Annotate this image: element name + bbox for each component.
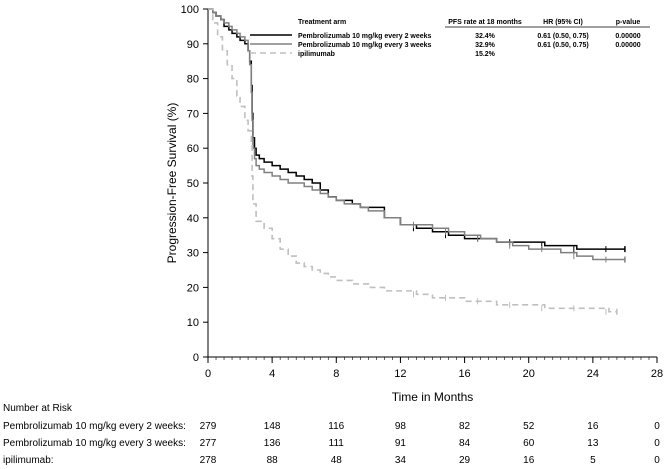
x-tick-label: 12: [394, 368, 406, 380]
risk-value: 116: [328, 421, 344, 432]
risk-value: 48: [331, 455, 343, 466]
y-axis-title: Progression-Free Survival (%): [165, 103, 179, 264]
risk-value: 13: [587, 438, 599, 449]
x-tick-label: 20: [523, 368, 535, 380]
legend-header-hr: HR (95% CI): [543, 19, 583, 26]
axes: 0 4 8 12 16 20 24 28 0 10 20 30 40 50 60 70 80 90 100 Time …: [165, 4, 663, 404]
series-lines: [208, 8, 626, 315]
risk-value: 136: [264, 438, 281, 449]
risk-value: 277: [200, 438, 217, 449]
legend-entry-hr: 0.61 (0.50, 0.75): [537, 33, 588, 40]
y-tick-label: 30: [187, 248, 199, 260]
legend-entry-p: 0.00000: [615, 42, 640, 49]
risk-value: 29: [459, 455, 471, 466]
series-line-1: [208, 8, 625, 250]
x-tick-label: 8: [333, 368, 339, 380]
risk-value: 52: [523, 421, 535, 432]
legend-entry-name: Pembrolizumab 10 mg/kg every 2 weeks: [298, 33, 432, 40]
y-tick-label: 100: [181, 4, 199, 16]
risk-value: 16: [523, 455, 535, 466]
x-tick-label: 28: [651, 368, 663, 380]
risk-value: 98: [395, 421, 407, 432]
risk-value: 91: [395, 438, 407, 449]
legend-entry-hr: 0.61 (0.50, 0.75): [537, 42, 588, 49]
legend-entry-pfs: 32.9%: [475, 42, 496, 49]
series-line-2: [208, 8, 625, 261]
y-tick-label: 0: [193, 352, 199, 364]
risk-value: 148: [264, 421, 281, 432]
y-tick-label: 80: [187, 74, 199, 86]
risk-value: 0: [654, 438, 660, 449]
risk-value: 111: [329, 438, 345, 449]
y-tick-label: 20: [187, 282, 199, 294]
risk-value: 60: [523, 438, 535, 449]
legend-header-pfs: PFS rate at 18 months: [448, 19, 522, 26]
legend-entry-name: Pembrolizumab 10 mg/kg every 3 weeks: [298, 42, 432, 49]
legend-entry-pfs: 15.2%: [475, 51, 496, 58]
risk-value: 16: [587, 421, 599, 432]
legend-entry-name: ipilimumab: [298, 51, 335, 58]
y-tick-label: 70: [187, 108, 199, 120]
risk-value: 279: [200, 421, 217, 432]
risk-value: 0: [654, 421, 660, 432]
risk-value: 278: [200, 455, 217, 466]
x-tick-label: 4: [269, 368, 275, 380]
risk-value: 84: [459, 438, 471, 449]
risk-title: Number at Risk: [3, 403, 73, 414]
y-tick-label: 10: [187, 317, 199, 329]
x-axis-title: Time in Months: [392, 390, 474, 404]
legend-entry-p: 0.00000: [615, 33, 640, 40]
legend-header-p: p-value: [616, 19, 641, 26]
risk-value: 34: [395, 455, 407, 466]
risk-value: 88: [267, 455, 279, 466]
x-tick-label: 24: [587, 368, 599, 380]
series-line-3: [208, 8, 617, 313]
legend-header-arm: Treatment arm: [298, 19, 346, 26]
x-tick-label: 16: [458, 368, 470, 380]
x-tick-label: 0: [205, 368, 211, 380]
y-tick-label: 50: [187, 178, 199, 190]
y-tick-label: 90: [187, 39, 199, 51]
risk-row-label: Pembrolizumab 10 mg/kg every 3 weeks:: [3, 438, 186, 449]
y-tick-label: 60: [187, 143, 199, 155]
legend: Treatment arm PFS rate at 18 months HR (95…: [250, 19, 650, 58]
risk-row-label: Pembrolizumab 10 mg/kg every 2 weeks:: [3, 421, 186, 432]
risk-value: 5: [590, 455, 596, 466]
risk-value: 82: [459, 421, 471, 432]
number-at-risk-table: Number at Risk Pembrolizumab 10 mg/kg eve…: [3, 403, 660, 466]
legend-entry-pfs: 32.4%: [475, 33, 496, 40]
y-tick-label: 40: [187, 213, 199, 225]
risk-value: 0: [654, 455, 660, 466]
risk-row-label: ipilimumab:: [3, 455, 54, 466]
